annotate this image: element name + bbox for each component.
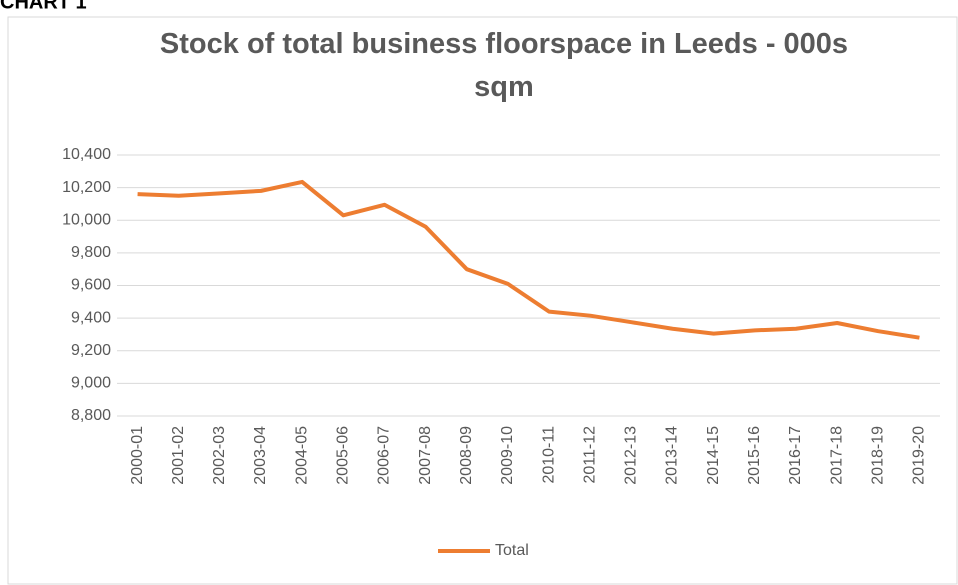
chart-title-line: sqm [474, 71, 534, 103]
x-tick-label: 2008-09 [458, 426, 475, 485]
x-tick-label: 2014-15 [705, 426, 722, 485]
line [137, 179, 920, 340]
y-tick-label: 10,400 [62, 146, 111, 163]
y-tick-label: 8,800 [71, 407, 111, 424]
chart-title-line: Stock of total business floorspace in Le… [160, 28, 848, 60]
y-tick-label: 9,600 [71, 277, 111, 294]
heading: CHART 1 [0, 0, 87, 13]
x-tick-label: 2006-07 [376, 426, 393, 485]
x-tick-label: 2017-18 [828, 426, 845, 485]
x-tick-label: 2015-16 [746, 426, 763, 485]
chart-frame [7, 16, 958, 585]
x-tick-label: 2005-06 [335, 426, 352, 485]
x-tick-label: 2013-14 [664, 426, 681, 485]
x-tick-label: 2016-17 [787, 426, 804, 485]
x-tick-label: 2009-10 [499, 426, 516, 485]
x-tick-label: 2003-04 [252, 426, 269, 485]
x-tick-label: 2010-11 [540, 426, 557, 484]
chart-title: Stock of total business floorspace in Le… [160, 28, 848, 103]
x-tick-label: 2011-12 [581, 426, 598, 484]
x-tick-label: 2007-08 [417, 426, 434, 485]
x-tick-label: 2001-02 [170, 426, 187, 485]
x-tick-label: 2002-03 [211, 426, 228, 485]
x-tick-label: 2000-01 [129, 426, 146, 485]
y-tick-label: 9,400 [71, 309, 111, 326]
x-tick-label: 2012-13 [623, 426, 640, 485]
y-tick-label: 10,200 [62, 179, 111, 196]
x-tick-label: 2018-19 [869, 426, 886, 485]
x-tick-label: 2004-05 [293, 426, 310, 485]
y-tick-label: 9,200 [71, 342, 111, 359]
legend-label: Total [495, 542, 529, 559]
y-tick-label: 9,000 [71, 375, 111, 392]
y-tick-label: 9,800 [71, 244, 111, 261]
y-tick-label: 10,000 [62, 211, 111, 228]
x-tick-label: 2019-20 [911, 426, 928, 485]
